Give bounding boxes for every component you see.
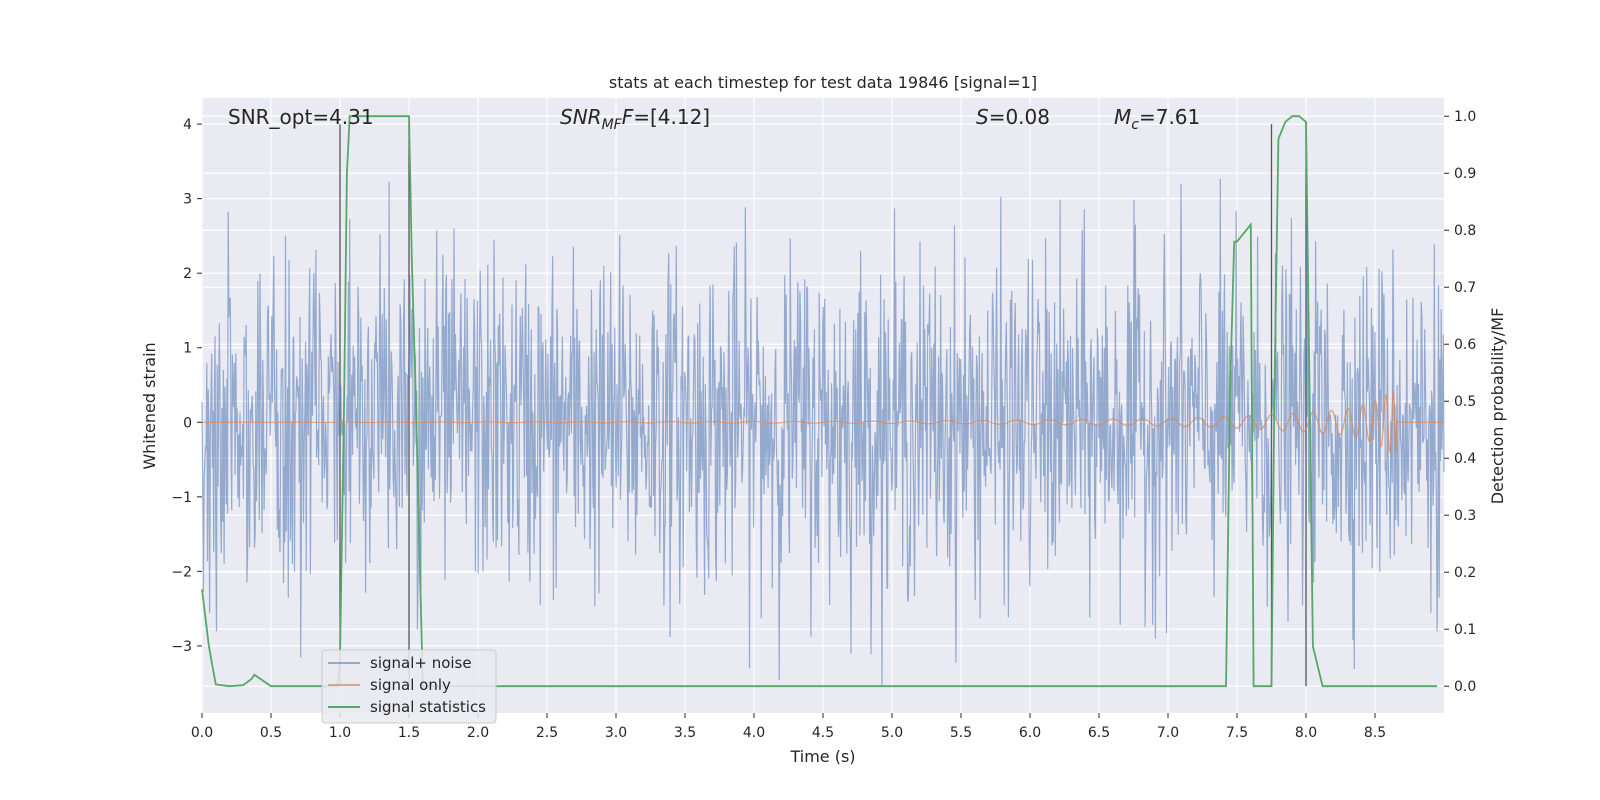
x-tick-label: 6.0 bbox=[1019, 725, 1041, 741]
annotation-snr-opt: SNR_opt=4.31 bbox=[228, 105, 374, 129]
signal-only-line bbox=[202, 390, 1444, 454]
y-right-tick-label: 0.2 bbox=[1454, 565, 1476, 581]
signal-noise-line bbox=[201, 178, 1445, 687]
legend-label-signal-noise: signal+ noise bbox=[370, 654, 472, 672]
series-signal-only bbox=[202, 390, 1444, 454]
y-axis-left-ticks: 4 3 2 1 0 −1 −2 −3 bbox=[171, 117, 202, 655]
x-tick-label: 3.0 bbox=[605, 725, 627, 741]
x-tick-label: 8.5 bbox=[1364, 725, 1386, 741]
legend-box bbox=[321, 649, 497, 724]
y-left-tick-label: −1 bbox=[171, 490, 192, 506]
y-right-tick-label: 0.4 bbox=[1454, 451, 1476, 467]
legend-label-signal-statistics: signal statistics bbox=[370, 698, 486, 716]
x-tick-label: 0.0 bbox=[191, 725, 213, 741]
y-left-tick-label: 3 bbox=[183, 192, 192, 208]
signal-statistics-line bbox=[201, 115, 1438, 688]
annotation-s: S=0.08 bbox=[976, 105, 1050, 129]
y-right-tick-label: 0.1 bbox=[1454, 622, 1476, 638]
x-tick-label: 4.5 bbox=[812, 725, 834, 741]
x-tick-label: 5.5 bbox=[950, 725, 972, 741]
x-tick-label: 2.0 bbox=[467, 725, 489, 741]
x-tick-label: 4.0 bbox=[743, 725, 765, 741]
x-tick-label: 1.0 bbox=[329, 725, 351, 741]
x-axis-ticks: 0.0 0.5 1.0 1.5 2.0 2.5 3.0 3.5 4.0 4.5 5.0 5.5 6.0 6… bbox=[191, 713, 1386, 741]
series-signal-noise bbox=[201, 178, 1445, 687]
legend: signal+ noise signal only signal statist… bbox=[321, 649, 497, 724]
annotation-snr-mf: SNRMFF=[4.12] bbox=[560, 105, 710, 133]
y-right-tick-label: 0.7 bbox=[1454, 280, 1476, 296]
annotation-mc: Mc=7.61 bbox=[1114, 105, 1200, 133]
x-tick-label: 5.0 bbox=[881, 725, 903, 741]
x-tick-label: 7.0 bbox=[1157, 725, 1179, 741]
y-left-tick-label: −3 bbox=[171, 639, 192, 655]
x-tick-label: 1.5 bbox=[398, 725, 420, 741]
chart-title: stats at each timestep for test data 198… bbox=[609, 73, 1037, 92]
y-right-tick-label: 0.9 bbox=[1454, 166, 1476, 182]
x-tick-label: 8.0 bbox=[1295, 725, 1317, 741]
y-left-tick-label: −2 bbox=[171, 564, 192, 580]
y-axis-left-label: Whitened strain bbox=[140, 342, 159, 469]
y-left-tick-label: 4 bbox=[183, 117, 192, 133]
x-tick-label: 7.5 bbox=[1226, 725, 1248, 741]
series-signal-statistics bbox=[201, 115, 1438, 688]
y-right-tick-label: 1.0 bbox=[1454, 109, 1476, 125]
y-left-tick-label: 1 bbox=[183, 341, 192, 357]
y-right-tick-label: 0.0 bbox=[1454, 679, 1476, 695]
x-tick-label: 3.5 bbox=[674, 725, 696, 741]
y-axis-right-label: Detection probability/MF bbox=[1488, 308, 1507, 505]
x-tick-label: 6.5 bbox=[1088, 725, 1110, 741]
y-right-tick-label: 0.5 bbox=[1454, 394, 1476, 410]
y-left-tick-label: 2 bbox=[183, 266, 192, 282]
x-tick-label: 2.5 bbox=[536, 725, 558, 741]
y-right-tick-label: 0.3 bbox=[1454, 508, 1476, 524]
y-axis-right-ticks: 1.0 0.9 0.8 0.7 0.6 0.5 0.4 0.3 0.2 0.1 0.0 bbox=[1444, 109, 1476, 695]
y-right-tick-label: 0.6 bbox=[1454, 337, 1476, 353]
x-axis-label: Time (s) bbox=[789, 747, 855, 766]
y-left-tick-label: 0 bbox=[183, 415, 192, 431]
x-tick-label: 0.5 bbox=[260, 725, 282, 741]
legend-label-signal-only: signal only bbox=[370, 676, 451, 694]
y-right-tick-label: 0.8 bbox=[1454, 223, 1476, 239]
